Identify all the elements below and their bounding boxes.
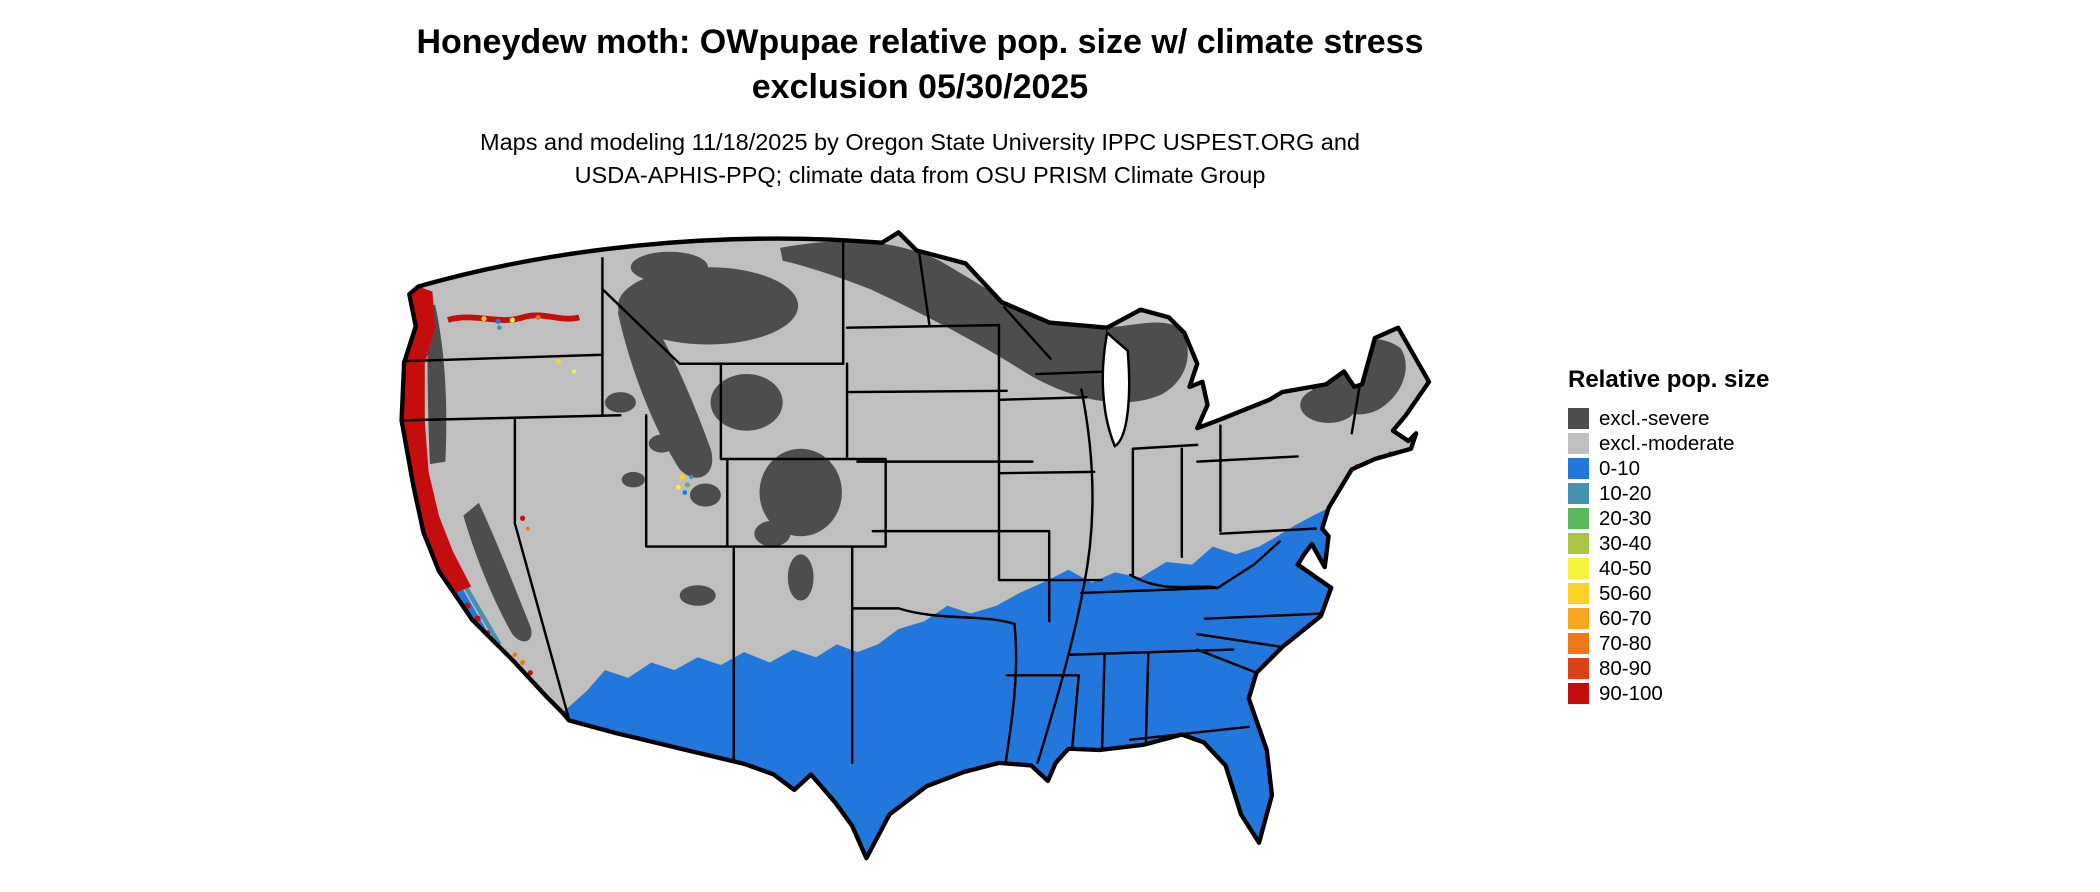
legend-item: 50-60 xyxy=(1568,581,1769,606)
legend-swatch-70-80 xyxy=(1568,633,1589,654)
legend-label: 0-10 xyxy=(1599,456,1641,480)
legend-label: 70-80 xyxy=(1599,631,1652,655)
legend-item: 10-20 xyxy=(1568,481,1769,506)
map-title: Honeydew moth: OWpupae relative pop. siz… xyxy=(0,20,1840,110)
map-title-line2: exclusion 05/30/2025 xyxy=(751,67,1089,106)
legend-label: 30-40 xyxy=(1599,531,1652,555)
legend-swatch-90-100 xyxy=(1568,683,1589,704)
legend-swatch-0-10 xyxy=(1568,458,1589,479)
legend-item: 40-50 xyxy=(1568,556,1769,581)
legend-label: 80-90 xyxy=(1599,656,1652,680)
us-map xyxy=(296,208,1532,880)
legend-swatch-80-90 xyxy=(1568,658,1589,679)
map-subtitle: Maps and modeling 11/18/2025 by Oregon S… xyxy=(0,126,1840,193)
legend-label: 20-30 xyxy=(1599,506,1652,530)
legend-swatch-excl-moderate xyxy=(1568,433,1589,454)
legend-label: 10-20 xyxy=(1599,481,1652,505)
map-title-line1: Honeydew moth: OWpupae relative pop. siz… xyxy=(416,23,1424,61)
legend-swatch-60-70 xyxy=(1568,608,1589,629)
legend-label: 50-60 xyxy=(1599,581,1652,605)
region-pacific-coast-90-100 xyxy=(401,286,472,593)
state-borders xyxy=(401,238,1361,766)
legend-swatch-40-50 xyxy=(1568,558,1589,579)
legend-label: 60-70 xyxy=(1599,606,1652,630)
legend-item: 60-70 xyxy=(1568,606,1769,631)
legend-swatch-50-60 xyxy=(1568,583,1589,604)
legend-title: Relative pop. size xyxy=(1568,366,1770,393)
region-washington-band-90-100 xyxy=(447,312,581,323)
legend-item: 0-10 xyxy=(1568,456,1769,481)
legend-swatch-excl-severe xyxy=(1568,408,1589,429)
region-pop-0-10 xyxy=(562,507,1332,859)
legend-label: 90-100 xyxy=(1599,681,1663,705)
header: Honeydew moth: OWpupae relative pop. siz… xyxy=(0,20,1840,192)
legend-item: 90-100 xyxy=(1568,681,1769,706)
legend-swatch-20-30 xyxy=(1568,508,1589,529)
legend-item: 70-80 xyxy=(1568,631,1769,656)
legend-label: excl.-moderate xyxy=(1599,431,1735,455)
legend-item: 30-40 xyxy=(1568,531,1769,556)
map-subtitle-line1: Maps and modeling 11/18/2025 by Oregon S… xyxy=(480,128,1360,155)
region-excl-severe xyxy=(427,241,1406,642)
legend-label: excl.-severe xyxy=(1599,406,1710,430)
lake-michigan xyxy=(1101,330,1131,448)
legend-item: 80-90 xyxy=(1568,656,1769,681)
legend-item: excl.-moderate xyxy=(1568,431,1769,456)
legend-label: 40-50 xyxy=(1599,556,1652,580)
legend-item: excl.-severe xyxy=(1568,406,1769,431)
legend-swatch-10-20 xyxy=(1568,483,1589,504)
us-map-svg xyxy=(296,208,1532,880)
legend-swatch-30-40 xyxy=(1568,533,1589,554)
map-subtitle-line2: USDA-APHIS-PPQ; climate data from OSU PR… xyxy=(574,162,1266,189)
legend: Relative pop. size excl.-severe excl.-mo… xyxy=(1568,366,1769,706)
legend-item: 20-30 xyxy=(1568,506,1769,531)
